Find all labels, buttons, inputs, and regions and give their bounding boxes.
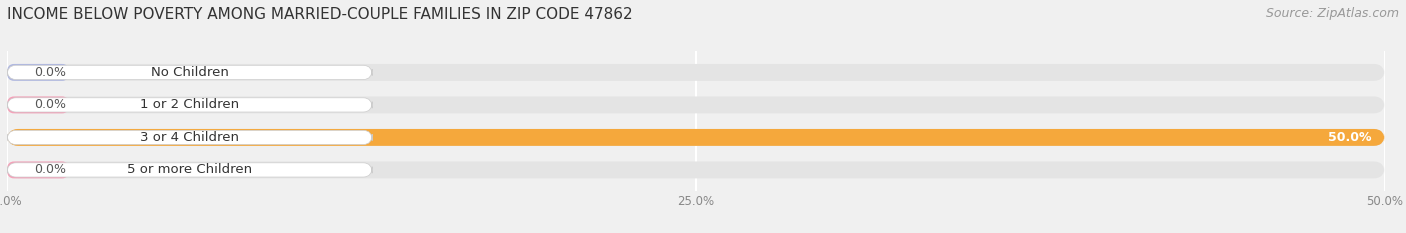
Text: INCOME BELOW POVERTY AMONG MARRIED-COUPLE FAMILIES IN ZIP CODE 47862: INCOME BELOW POVERTY AMONG MARRIED-COUPL… [7,7,633,22]
Text: 50.0%: 50.0% [1327,131,1371,144]
Text: 1 or 2 Children: 1 or 2 Children [141,98,239,111]
FancyBboxPatch shape [7,65,373,79]
FancyBboxPatch shape [7,64,69,81]
FancyBboxPatch shape [7,163,373,177]
Text: No Children: No Children [150,66,229,79]
FancyBboxPatch shape [7,96,1385,113]
Text: 0.0%: 0.0% [35,163,66,176]
Text: 3 or 4 Children: 3 or 4 Children [141,131,239,144]
FancyBboxPatch shape [7,129,1385,146]
FancyBboxPatch shape [7,96,69,113]
FancyBboxPatch shape [7,130,373,144]
Text: 0.0%: 0.0% [35,98,66,111]
Text: Source: ZipAtlas.com: Source: ZipAtlas.com [1265,7,1399,20]
Text: 0.0%: 0.0% [35,66,66,79]
FancyBboxPatch shape [7,64,1385,81]
FancyBboxPatch shape [7,161,69,178]
FancyBboxPatch shape [7,129,1385,146]
Text: 5 or more Children: 5 or more Children [127,163,252,176]
FancyBboxPatch shape [7,98,373,112]
FancyBboxPatch shape [7,161,1385,178]
